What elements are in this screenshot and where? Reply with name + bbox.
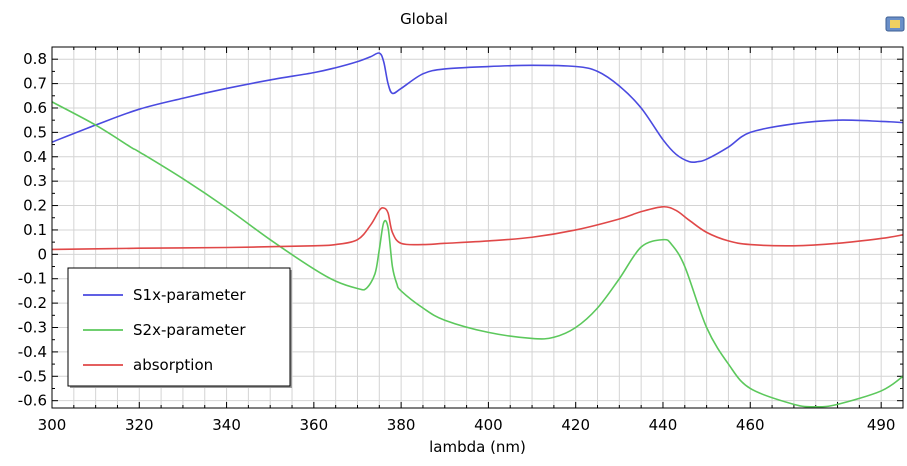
y-tick-label: 0.7 — [23, 75, 47, 93]
chart-title: Global — [400, 10, 448, 28]
y-tick-label: 0.1 — [23, 221, 47, 239]
plot-frame — [51, 46, 904, 409]
x-tick-label: 490 — [867, 416, 896, 434]
legend-label: absorption — [133, 356, 213, 374]
series-line-s1x-parameter — [51, 52, 904, 164]
y-tick-label: -0.4 — [18, 343, 47, 361]
y-tick-label: 0.8 — [23, 50, 47, 68]
x-axis-label: lambda (nm) — [429, 438, 526, 456]
x-tick-label: 300 — [38, 416, 67, 434]
series-lines — [51, 52, 904, 408]
x-tick-label: 460 — [736, 416, 765, 434]
legend-box — [67, 267, 291, 387]
legend-label: S2x-parameter — [133, 321, 246, 339]
grid — [51, 47, 904, 408]
y-tick-label: 0.5 — [23, 123, 47, 141]
series-line-s2x-parameter — [51, 101, 904, 408]
y-tick-label: 0.4 — [23, 148, 47, 166]
y-tick-labels: 0.8 0.7 0.6 0.5 0.4 0.3 0.2 0.1 0 -0.1 -0.2 -0.3 -0.… — [18, 50, 47, 409]
y-tick-label: -0.1 — [18, 270, 47, 288]
y-tick-label: 0.6 — [23, 99, 47, 117]
y-tick-label: -0.6 — [18, 392, 47, 410]
image-export-icon[interactable] — [885, 16, 905, 32]
x-tick-label: 320 — [125, 416, 154, 434]
series-line-absorption — [51, 205, 904, 251]
x-tick-label: 440 — [649, 416, 678, 434]
y-tick-label: 0 — [37, 245, 47, 263]
y-tick-label: 0.2 — [23, 197, 47, 215]
x-tick-label: 360 — [300, 416, 329, 434]
x-tick-label: 420 — [561, 416, 590, 434]
legend: S1x-parameter S2x-parameter absorption — [67, 267, 292, 388]
x-tick-label: 400 — [474, 416, 503, 434]
y-tick-label: 0.3 — [23, 172, 47, 190]
x-tick-labels: 300 320 340 360 380 400 420 440 460 490 — [38, 416, 896, 434]
y-tick-label: -0.5 — [18, 367, 47, 385]
y-tick-label: -0.2 — [18, 294, 47, 312]
x-tick-label: 380 — [387, 416, 416, 434]
legend-label: S1x-parameter — [133, 286, 246, 304]
x-tick-label: 340 — [212, 416, 241, 434]
y-tick-label: -0.3 — [18, 319, 47, 337]
